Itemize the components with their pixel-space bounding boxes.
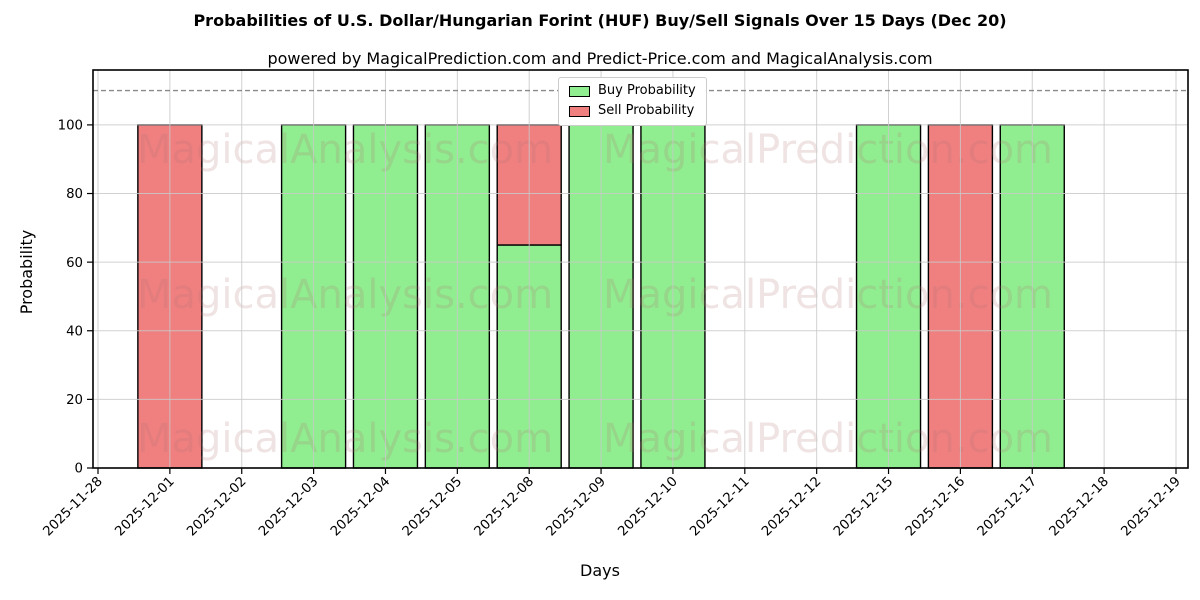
legend-label-buy: Buy Probability <box>598 83 696 98</box>
legend: Buy Probability Sell Probability <box>558 77 707 126</box>
x-tick-label: 2025-12-05 <box>400 474 465 539</box>
x-tick-label: 2025-12-17 <box>975 474 1040 539</box>
watermark-text: MagicalAnalysis.com <box>137 127 553 173</box>
legend-item-buy: Buy Probability <box>569 83 696 99</box>
y-tick-label: 80 <box>66 187 83 202</box>
watermark-text: MagicalPrediction.com <box>603 127 1053 173</box>
x-tick-label: 2025-12-15 <box>831 474 896 539</box>
chart-title: Probabilities of U.S. Dollar/Hungarian F… <box>193 11 1007 30</box>
x-tick-label: 2025-12-01 <box>112 474 177 539</box>
y-tick-label: 20 <box>66 393 83 408</box>
x-tick-label: 2025-12-02 <box>184 474 249 539</box>
y-tick-label: 60 <box>66 256 83 271</box>
legend-label-sell: Sell Probability <box>598 102 695 118</box>
x-tick-label: 2025-12-12 <box>759 474 824 539</box>
watermark-text: MagicalPrediction.com <box>603 272 1053 318</box>
y-axis-label: Probability <box>17 229 36 315</box>
legend-item-sell: Sell Probability <box>569 102 696 119</box>
x-axis-label: Days <box>580 561 620 580</box>
watermark-text: MagicalAnalysis.com <box>137 272 553 318</box>
y-tick-label: 100 <box>58 119 83 134</box>
sell-probability-swatch <box>569 105 590 117</box>
x-tick-label: 2025-11-28 <box>41 474 106 539</box>
y-tick-label: 40 <box>66 324 83 339</box>
x-tick-label: 2025-12-04 <box>328 474 393 539</box>
x-tick-label: 2025-12-18 <box>1047 474 1112 539</box>
x-tick-label: 2025-12-19 <box>1119 474 1184 539</box>
x-tick-label: 2025-12-09 <box>544 474 609 539</box>
x-tick-label: 2025-12-11 <box>687 474 752 539</box>
chart-subtitle: powered by MagicalPrediction.com and Pre… <box>267 49 933 68</box>
x-tick-label: 2025-12-03 <box>256 474 321 539</box>
x-tick-label: 2025-12-08 <box>472 474 537 539</box>
watermark-text: MagicalPrediction.com <box>603 416 1053 462</box>
buy-probability-swatch <box>569 85 590 97</box>
y-tick-label: 0 <box>75 462 83 477</box>
x-tick-label: 2025-12-10 <box>616 474 681 539</box>
plot-border <box>92 69 1189 469</box>
watermark-text: MagicalAnalysis.com <box>137 416 553 462</box>
x-tick-label: 2025-12-16 <box>903 474 968 539</box>
